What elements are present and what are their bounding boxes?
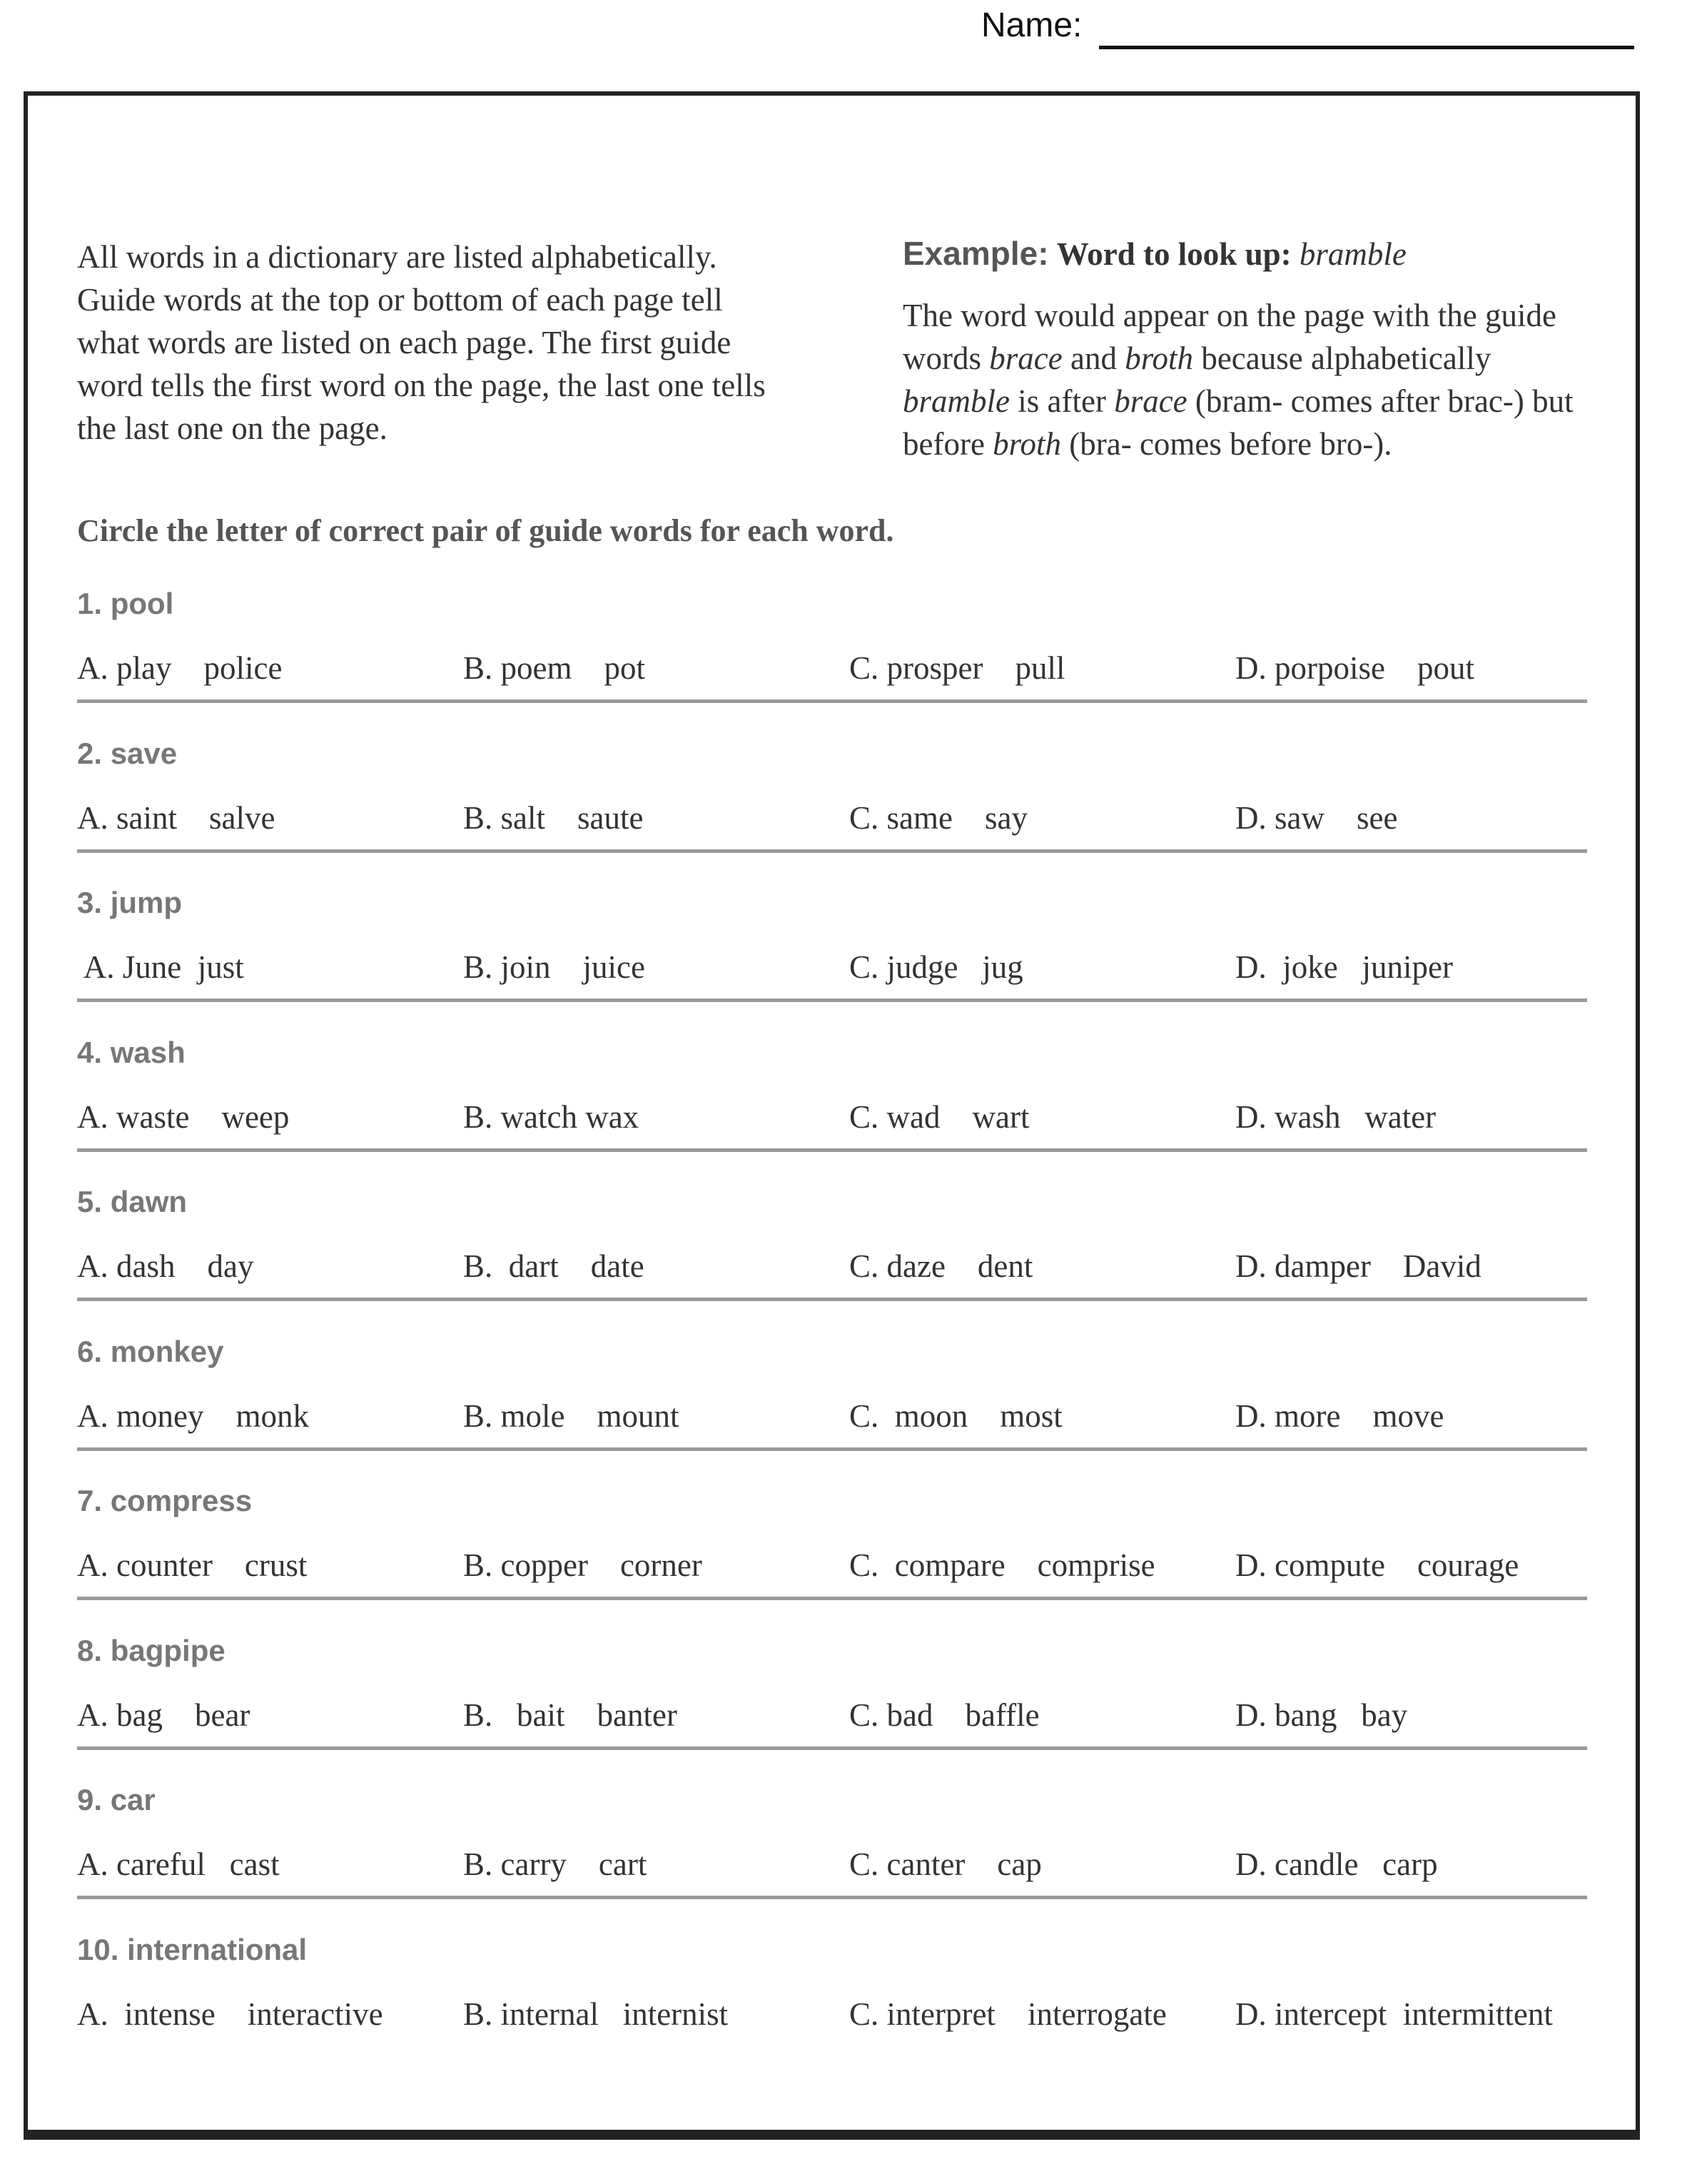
question-item: 8. bagpipe A. bag bear B. bait banter C. ba… [77,1634,1587,1784]
text: (bram- comes after brac-) but before [903,383,1574,462]
question-item: 1. pool A. play police B. poem pot C. prosp… [77,587,1587,737]
text: is after [1010,383,1115,419]
answer-option-c[interactable]: C. compare comprise [849,1547,1155,1583]
italic-word: brace [989,340,1063,376]
answer-option-b[interactable]: B. copper corner [463,1547,702,1583]
intro-line: word tells the first word on the page, t… [77,368,766,403]
answer-option-d[interactable]: D. candle carp [1235,1846,1438,1882]
intro-line: what words are listed on each page. The … [77,325,731,360]
answer-option-a[interactable]: A. dash day [77,1248,254,1284]
answer-option-a[interactable]: A. waste weep [77,1098,290,1135]
answer-option-a[interactable]: A. intense interactive [77,1996,383,2032]
answer-option-a[interactable]: A. June just [77,949,244,985]
divider [77,999,1587,1002]
answer-option-a[interactable]: A. saint salve [77,799,275,836]
answer-option-b[interactable]: B. internal internist [463,1996,729,2032]
intro-text: All words in a dictionary are listed alp… [77,236,834,450]
answer-option-b[interactable]: B. carry cart [463,1846,647,1882]
italic-word: broth [993,426,1062,462]
answer-option-d[interactable]: D. wash water [1235,1098,1437,1135]
answer-option-d[interactable]: D. joke juniper [1235,949,1453,985]
question-heading: 8. bagpipe [77,1633,226,1667]
question-heading: 5. dawn [77,1185,188,1218]
answer-option-a[interactable]: A. bag bear [77,1697,250,1733]
answer-option-d[interactable]: D. saw see [1235,799,1398,836]
answer-option-b[interactable]: B. salt saute [463,799,644,836]
answer-option-b[interactable]: B. watch wax [463,1098,639,1135]
text: The word would appear on the page with t… [903,298,1556,376]
question-heading: 2. save [77,736,178,770]
answer-option-b[interactable]: B. dart date [463,1248,644,1284]
answer-option-c[interactable]: C. prosper pull [849,650,1065,686]
divider [77,849,1587,853]
answer-option-c[interactable]: C. daze dent [849,1248,1033,1284]
example-explanation: The word would appear on the page with t… [903,294,1602,465]
answer-option-b[interactable]: B. bait banter [463,1697,677,1733]
answer-option-c[interactable]: C. moon most [849,1397,1063,1434]
example-sub-label: Word to look up: [1056,236,1292,272]
example-heading: Example: Word to look up: bramble [903,232,1602,275]
answer-option-c[interactable]: C. same say [849,799,1028,836]
italic-word: broth [1125,340,1194,376]
question-heading: 1. pool [77,587,174,620]
question-heading: 10. international [77,1932,308,1966]
question-item: 9. car A. careful cast B. carry cart C. can… [77,1783,1587,1933]
answer-option-d[interactable]: D. compute courage [1235,1547,1519,1583]
divider [77,1298,1587,1301]
answer-option-a[interactable]: A. play police [77,650,283,686]
question-heading: 4. wash [77,1035,186,1069]
intro-line: Guide words at the top or bottom of each… [77,282,723,318]
answer-option-a[interactable]: A. counter crust [77,1547,308,1583]
italic-word: brace [1114,383,1187,419]
answer-option-d[interactable]: D. damper David [1235,1248,1481,1284]
question-item: 2. save A. saint salve B. salt saute C. sam… [77,737,1587,886]
name-field-line[interactable] [1099,46,1634,49]
divider [77,1896,1587,1899]
divider [77,1746,1587,1750]
divider [77,1597,1587,1600]
instruction: Circle the letter of correct pair of gui… [77,513,894,548]
example-label: Example: [903,235,1049,272]
text: (bra- comes before bro-). [1061,426,1392,462]
question-heading: 3. jump [77,886,183,919]
answer-option-d[interactable]: D. more move [1235,1397,1444,1434]
divider [77,1148,1587,1152]
answer-option-d[interactable]: D. intercept intermittent [1235,1996,1553,2032]
question-item: 3. jump A. June just B. join juice C. judg… [77,886,1587,1036]
question-heading: 7. compress [77,1484,253,1517]
example-word: bramble [1299,236,1407,272]
answer-option-b[interactable]: B. join juice [463,949,645,985]
name-label: Name: [981,6,1083,44]
question-item: 7. compress A. counter crust B. copper cor… [77,1484,1587,1634]
answer-option-d[interactable]: D. bang bay [1235,1697,1408,1733]
text: because alphabetically [1193,340,1491,376]
example-block: Example: Word to look up: bramble The wo… [903,232,1602,465]
answer-option-c[interactable]: C. wad wart [849,1098,1030,1135]
answer-option-a[interactable]: A. money monk [77,1397,309,1434]
worksheet-frame [24,91,1640,2140]
answer-option-d[interactable]: D. porpoise pout [1235,650,1474,686]
question-heading: 9. car [77,1783,156,1816]
answer-option-c[interactable]: C. judge jug [849,949,1023,985]
divider [77,699,1587,703]
question-item: 10. international A. intense interactive B… [77,1933,1587,2083]
answer-option-c[interactable]: C. bad baffle [849,1697,1040,1733]
answer-option-c[interactable]: C. canter cap [849,1846,1042,1882]
intro-line: All words in a dictionary are listed alp… [77,239,717,275]
intro-line: the last one on the page. [77,410,387,446]
answer-option-b[interactable]: B. poem pot [463,650,645,686]
italic-word: bramble [903,383,1010,419]
text: and [1062,340,1125,376]
question-heading: 6. monkey [77,1334,224,1368]
question-item: 4. wash A. waste weep B. watch wax C. wad w… [77,1036,1587,1185]
question-item: 5. dawn A. dash day B. dart date C. daze de… [77,1185,1587,1335]
answer-option-c[interactable]: C. interpret interrogate [849,1996,1167,2032]
answer-option-a[interactable]: A. careful cast [77,1846,280,1882]
answer-option-b[interactable]: B. mole mount [463,1397,679,1434]
question-item: 6. monkey A. money monk B. mole mount C. mo… [77,1335,1587,1485]
divider [77,1447,1587,1451]
